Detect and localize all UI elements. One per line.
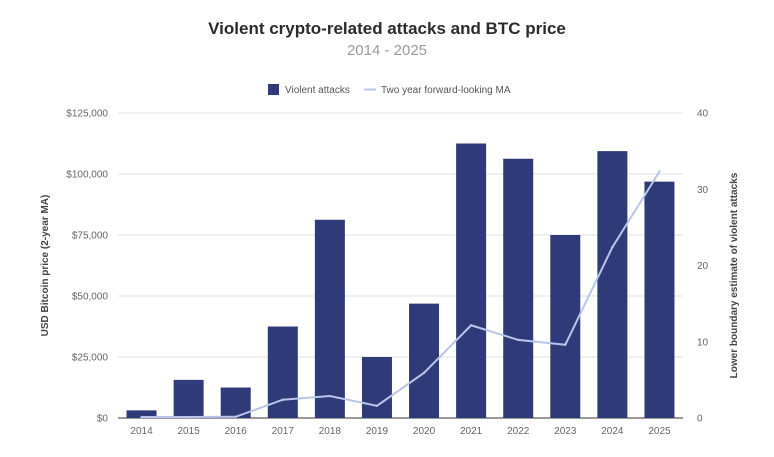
x-tick-label: 2015 xyxy=(178,426,201,437)
y-right-tick-label: 10 xyxy=(697,337,709,348)
x-tick-label: 2020 xyxy=(413,426,436,437)
bar xyxy=(314,219,345,418)
x-tick-label: 2022 xyxy=(507,426,530,437)
y-left-axis-title: USD Bitcoin price (2-year MA) xyxy=(40,195,51,337)
y-right-tick-label: 40 xyxy=(697,109,709,120)
y-right-tick-label: 30 xyxy=(697,185,709,196)
bar xyxy=(361,357,392,418)
y-right-tick-label: 20 xyxy=(697,261,709,272)
ma-point xyxy=(658,170,661,173)
y-right-tick-label: 0 xyxy=(697,414,703,425)
y-left-tick-label: $75,000 xyxy=(72,231,109,242)
x-tick-label: 2024 xyxy=(601,426,624,437)
y-left-tick-label: $100,000 xyxy=(66,170,108,181)
bar xyxy=(409,303,440,418)
y-left-tick-label: $0 xyxy=(97,414,109,425)
legend-label-bars: Violent attacks xyxy=(285,85,350,96)
bar xyxy=(644,181,675,418)
x-tick-label: 2021 xyxy=(460,426,483,437)
bar xyxy=(456,143,487,418)
ma-point xyxy=(469,324,473,327)
ma-point xyxy=(234,415,237,418)
x-tick-label: 2019 xyxy=(366,426,389,437)
ma-point xyxy=(375,404,379,407)
x-tick-label: 2018 xyxy=(319,426,342,437)
x-tick-label: 2014 xyxy=(130,426,153,437)
x-tick-label: 2023 xyxy=(554,426,577,437)
ma-point xyxy=(187,415,190,419)
ma-point xyxy=(517,338,520,342)
y-left-tick-label: $25,000 xyxy=(72,353,109,364)
ma-point xyxy=(611,246,614,249)
chart-title: Violent crypto-related attacks and BTC p… xyxy=(208,19,566,38)
ma-line xyxy=(141,171,661,419)
ma-point xyxy=(422,371,426,375)
legend-label-line: Two year forward-looking MA xyxy=(381,85,511,96)
bar xyxy=(597,151,628,418)
bar xyxy=(503,158,534,418)
chart-subtitle: 2014 - 2025 xyxy=(346,42,428,59)
y-left-tick-label: $125,000 xyxy=(66,109,108,120)
ma-point xyxy=(328,394,332,398)
y-right-axis-title: Lower boundary estimate of violent attac… xyxy=(729,172,740,378)
bar xyxy=(173,379,204,418)
y-left-tick-label: $50,000 xyxy=(72,292,109,303)
x-tick-label: 2016 xyxy=(225,426,248,437)
bar xyxy=(126,410,157,418)
legend-swatch-bars xyxy=(268,84,279,95)
bar xyxy=(550,235,581,418)
ma-point xyxy=(140,415,143,419)
ma-point xyxy=(281,398,284,401)
x-tick-label: 2017 xyxy=(272,426,295,437)
x-tick-label: 2025 xyxy=(648,426,671,437)
ma-point xyxy=(564,343,567,346)
